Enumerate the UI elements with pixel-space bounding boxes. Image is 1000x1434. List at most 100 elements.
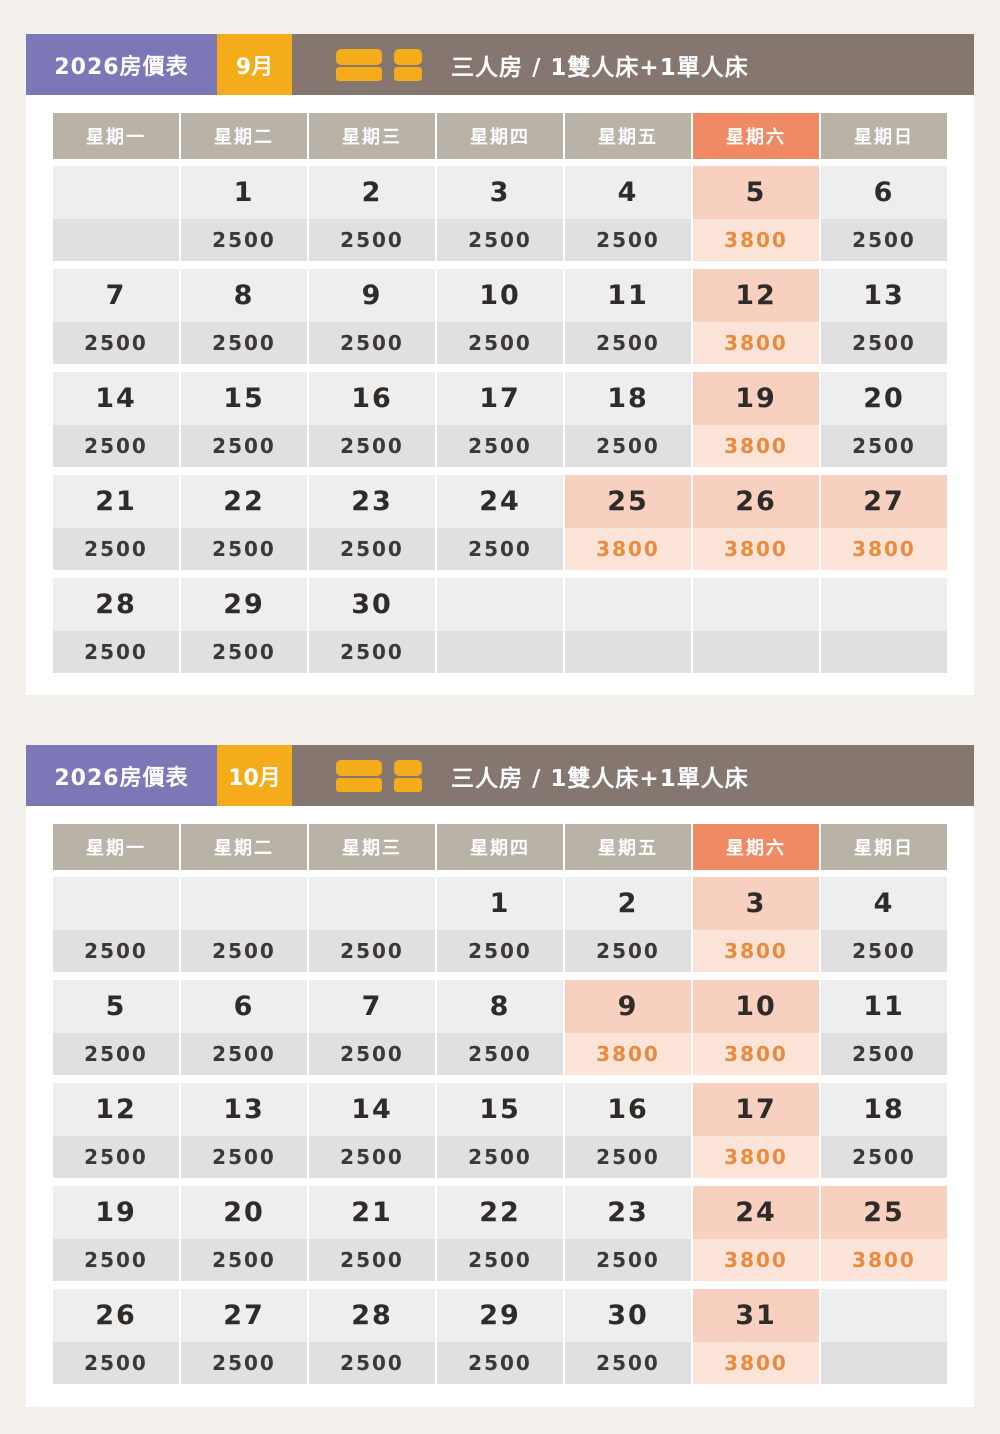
day-cell: 17 2500	[437, 372, 563, 467]
room-price: 2500	[181, 425, 307, 467]
room-price: 2500	[821, 1033, 947, 1075]
day-number: 16	[309, 372, 435, 425]
day-cell: 5 2500	[53, 980, 179, 1075]
day-number: 27	[181, 1289, 307, 1342]
day-cell: 26 2500	[53, 1289, 179, 1384]
calendar-header: 2026房價表 9月 三人房 / 1雙人床+1單人床	[26, 34, 974, 95]
day-cell: 25 3800	[565, 475, 691, 570]
day-cell: 9 2500	[309, 269, 435, 364]
bed-icon	[336, 49, 382, 81]
weekday-header: 星期四	[437, 824, 563, 870]
day-cell	[437, 578, 563, 673]
day-number: 24	[693, 1186, 819, 1239]
day-number: 31	[693, 1289, 819, 1342]
day-cell: 30 2500	[309, 578, 435, 673]
room-price: 2500	[565, 1342, 691, 1384]
room-price: 3800	[693, 219, 819, 261]
day-cell: 23 2500	[565, 1186, 691, 1281]
day-number: 15	[437, 1083, 563, 1136]
room-price: 3800	[693, 1239, 819, 1281]
weekday-header: 星期二	[181, 824, 307, 870]
room-price: 2500	[309, 1136, 435, 1178]
day-cell: 28 2500	[309, 1289, 435, 1384]
room-price: 2500	[181, 930, 307, 972]
room-price: 3800	[565, 528, 691, 570]
day-cell: 27 2500	[181, 1289, 307, 1384]
day-number: 23	[309, 475, 435, 528]
room-price: 2500	[181, 219, 307, 261]
day-number: 21	[309, 1186, 435, 1239]
room-price: 2500	[309, 930, 435, 972]
room-price: 2500	[181, 1342, 307, 1384]
day-cell: 21 2500	[309, 1186, 435, 1281]
room-price: 2500	[821, 322, 947, 364]
weekday-header: 星期三	[309, 113, 435, 159]
day-number: 18	[565, 372, 691, 425]
day-cell: 4 2500	[821, 877, 947, 972]
day-number: 9	[309, 269, 435, 322]
room-price: 2500	[309, 1033, 435, 1075]
day-number: 2	[309, 166, 435, 219]
weekday-header: 星期六	[693, 113, 819, 159]
day-cell: 20 2500	[821, 372, 947, 467]
room-price: 3800	[693, 1136, 819, 1178]
day-number: 11	[565, 269, 691, 322]
day-cell: 22 2500	[181, 475, 307, 570]
weekday-header: 星期日	[821, 113, 947, 159]
day-number: 10	[693, 980, 819, 1033]
room-price: 3800	[693, 528, 819, 570]
day-number: 23	[565, 1186, 691, 1239]
day-number	[565, 578, 691, 631]
day-cell: 2500	[309, 877, 435, 972]
day-cell: 19 3800	[693, 372, 819, 467]
room-price: 2500	[53, 1033, 179, 1075]
room-price: 2500	[309, 631, 435, 673]
room-price: 2500	[181, 1136, 307, 1178]
day-number: 19	[53, 1186, 179, 1239]
day-cell: 20 2500	[181, 1186, 307, 1281]
room-price: 2500	[821, 425, 947, 467]
room-price: 2500	[181, 1239, 307, 1281]
room-price: 2500	[565, 1136, 691, 1178]
day-cell: 21 2500	[53, 475, 179, 570]
room-price: 2500	[53, 1342, 179, 1384]
year-label: 2026房價表	[26, 745, 217, 806]
room-price: 2500	[821, 930, 947, 972]
day-number: 29	[181, 578, 307, 631]
day-cell: 3 2500	[437, 166, 563, 261]
year-label: 2026房價表	[26, 34, 217, 95]
room-price: 2500	[565, 219, 691, 261]
day-number: 21	[53, 475, 179, 528]
day-cell: 18 2500	[565, 372, 691, 467]
weekday-header: 星期五	[565, 113, 691, 159]
day-number: 14	[53, 372, 179, 425]
room-price: 2500	[437, 528, 563, 570]
room-price	[693, 631, 819, 673]
room-price: 2500	[437, 1136, 563, 1178]
room-price: 2500	[309, 425, 435, 467]
calendar-september: 2026房價表 9月 三人房 / 1雙人床+1單人床 星期一 星期二 星期三 星期四 星期五星…	[26, 34, 974, 695]
day-number: 30	[565, 1289, 691, 1342]
room-type-label: 三人房 / 1雙人床+1單人床	[451, 54, 749, 81]
room-price: 2500	[53, 1136, 179, 1178]
room-price: 2500	[53, 528, 179, 570]
day-number: 6	[821, 166, 947, 219]
day-cell: 8 2500	[437, 980, 563, 1075]
room-price: 2500	[437, 322, 563, 364]
room-price: 2500	[181, 1033, 307, 1075]
day-number: 17	[437, 372, 563, 425]
day-cell: 24 2500	[437, 475, 563, 570]
day-cell	[693, 578, 819, 673]
day-number: 20	[181, 1186, 307, 1239]
day-cell: 6 2500	[181, 980, 307, 1075]
day-number: 4	[821, 877, 947, 930]
day-number	[53, 877, 179, 930]
day-cell: 11 2500	[565, 269, 691, 364]
bed-icons	[336, 760, 422, 792]
room-price: 2500	[437, 219, 563, 261]
day-cell	[821, 1289, 947, 1384]
day-number: 27	[821, 475, 947, 528]
day-cell: 2 2500	[565, 877, 691, 972]
day-number: 1	[437, 877, 563, 930]
day-cell	[565, 578, 691, 673]
